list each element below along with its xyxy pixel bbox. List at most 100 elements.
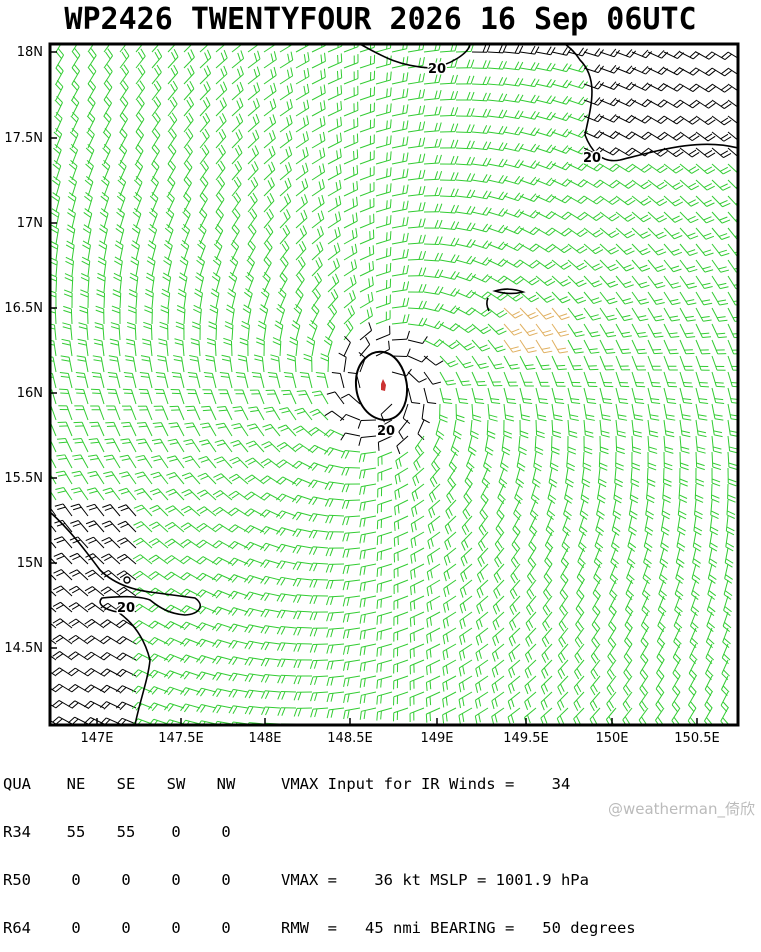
wind-barb-feather [688,216,696,219]
wind-barb-feather [512,312,520,316]
wind-barb-feather [307,116,309,124]
wind-barb-feather [637,332,645,333]
wind-barb [477,580,488,590]
wind-barb-feather [706,236,714,239]
wind-barb [462,532,472,543]
wind-barb [520,180,534,185]
wind-barb [165,357,168,372]
wind-barb-feather [529,620,533,628]
wind-barb [648,372,653,386]
wind-barb-feather [296,463,302,469]
wind-barb-feather [322,179,324,187]
wind-barb-feather [137,160,143,166]
wind-barb [361,564,376,567]
wind-barb [410,644,424,650]
wind-barb-feather [277,460,284,465]
wind-barb-feather [620,403,628,404]
wind-barb-feather [739,187,747,191]
wind-barb-feather [722,203,730,206]
wind-barb-feather [478,559,482,567]
wind-barb-feather [533,246,540,251]
wind-barb-feather [144,310,152,313]
wind-barb [110,521,120,532]
wind-barb [582,468,584,483]
wind-barb-feather [545,334,553,336]
wind-barb [87,325,88,340]
wind-barb-feather [253,376,261,377]
wind-barb-feather [233,240,239,246]
wind-barb-feather [483,207,488,214]
wind-barb-feather [537,435,545,438]
wind-barb-feather [645,118,651,124]
wind-barb-feather [232,510,239,515]
wind-barb-feather [690,236,698,239]
wind-barb-feather [104,540,112,544]
wind-barb-feather [603,419,611,421]
wind-barb [117,357,120,372]
wind-barb-feather [664,479,672,482]
wind-barb-feather [75,48,80,55]
wind-barb [84,390,88,404]
wind-barb-feather [658,83,664,89]
wind-barb [632,260,642,271]
wind-barb-feather [597,499,604,503]
wind-barb-feather [112,306,120,309]
wind-barb-feather [553,435,561,438]
wind-barb [227,390,232,404]
wind-barb-feather [439,237,442,245]
wind-barb-feather [407,169,408,177]
wind-barb-feather [390,103,391,112]
wind-barb-feather [169,132,174,139]
wind-barb-feather [691,654,697,660]
wind-barb [376,96,390,100]
wind-barb [528,548,536,561]
wind-barb-feather [483,125,487,133]
wind-barb-feather [643,218,650,222]
wind-barb-feather [235,148,239,156]
wind-barb [552,292,562,303]
wind-barb-feather [594,81,599,88]
wind-barb-feather [473,415,481,417]
wind-barb-feather [451,172,454,180]
wind-barb [115,406,120,420]
wind-barb-feather [229,289,236,294]
wind-barb-feather [364,486,366,494]
wind-barb [460,580,472,589]
wind-barb-feather [413,478,416,486]
wind-barb-feather [73,36,78,43]
wind-barb-feather [232,493,239,498]
wind-barb-feather [594,65,599,72]
wind-barb-feather [341,394,349,398]
wind-barb-feather [290,115,292,123]
wind-barb-feather [466,273,471,280]
wind-barb-feather [529,589,534,596]
wind-barb-feather [232,592,237,599]
wind-barb-feather [411,571,412,579]
wind-barb [445,516,456,526]
wind-barb-feather [609,214,616,219]
wind-barb-feather [156,97,161,104]
wind-barb [173,506,184,516]
wind-barb-feather [700,386,709,387]
wind-barb-feather [528,295,536,299]
wind-barb [88,277,89,292]
wind-barb [472,100,487,101]
wind-barb-feather [313,531,317,539]
wind-barb [328,157,341,164]
wind-barb-feather [483,494,489,500]
wind-barb-feather [62,339,70,341]
wind-barb-feather [612,216,619,221]
wind-barb-feather [479,345,487,348]
wind-barb-feather [205,53,208,61]
wind-barb-feather [119,472,127,474]
wind-barb [696,372,700,386]
wind-barb [248,91,260,100]
wind-barb-feather [174,360,182,362]
wind-barb-feather [530,161,535,168]
wind-barb-feather [104,622,111,627]
wind-barb-feather [455,255,459,262]
wind-barb-feather [594,130,600,136]
wind-barb-feather [439,304,444,311]
wind-barb-feather [619,399,627,400]
wind-barb [456,180,471,181]
